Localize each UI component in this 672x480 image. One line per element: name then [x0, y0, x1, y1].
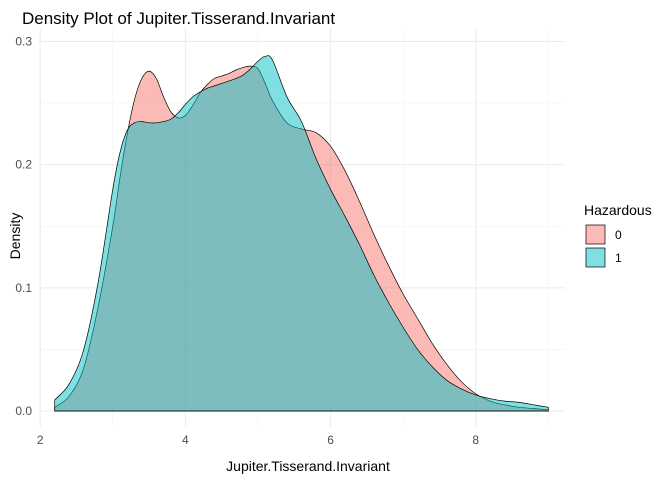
density-area-series-1 — [54, 55, 549, 412]
legend-swatch-series-1 — [585, 247, 606, 268]
legend-swatch-series-0 — [585, 224, 606, 245]
legend: Hazardous 0 1 — [584, 202, 652, 268]
x-tick-label: 6 — [327, 433, 334, 447]
y-tick-label: 0.2 — [15, 158, 32, 172]
x-tick-label: 4 — [182, 433, 189, 447]
x-tick-label: 8 — [472, 433, 479, 447]
legend-label-series-0: 0 — [615, 228, 622, 242]
y-tick-label: 0.1 — [15, 281, 32, 295]
y-tick-label: 0.3 — [15, 35, 32, 49]
legend-label-series-1: 1 — [615, 251, 622, 265]
chart-title: Density Plot of Jupiter.Tisserand.Invari… — [22, 9, 335, 28]
y-axis-title: Density — [7, 213, 23, 260]
x-axis-title: Jupiter.Tisserand.Invariant — [226, 458, 390, 474]
x-tick-label: 2 — [37, 433, 44, 447]
density-areas — [54, 55, 549, 412]
legend-title: Hazardous — [584, 202, 652, 218]
x-tick-labels: 2 4 6 8 — [37, 433, 480, 447]
y-tick-label: 0.0 — [15, 404, 32, 418]
y-tick-labels: 0.0 0.1 0.2 0.3 — [15, 35, 32, 418]
